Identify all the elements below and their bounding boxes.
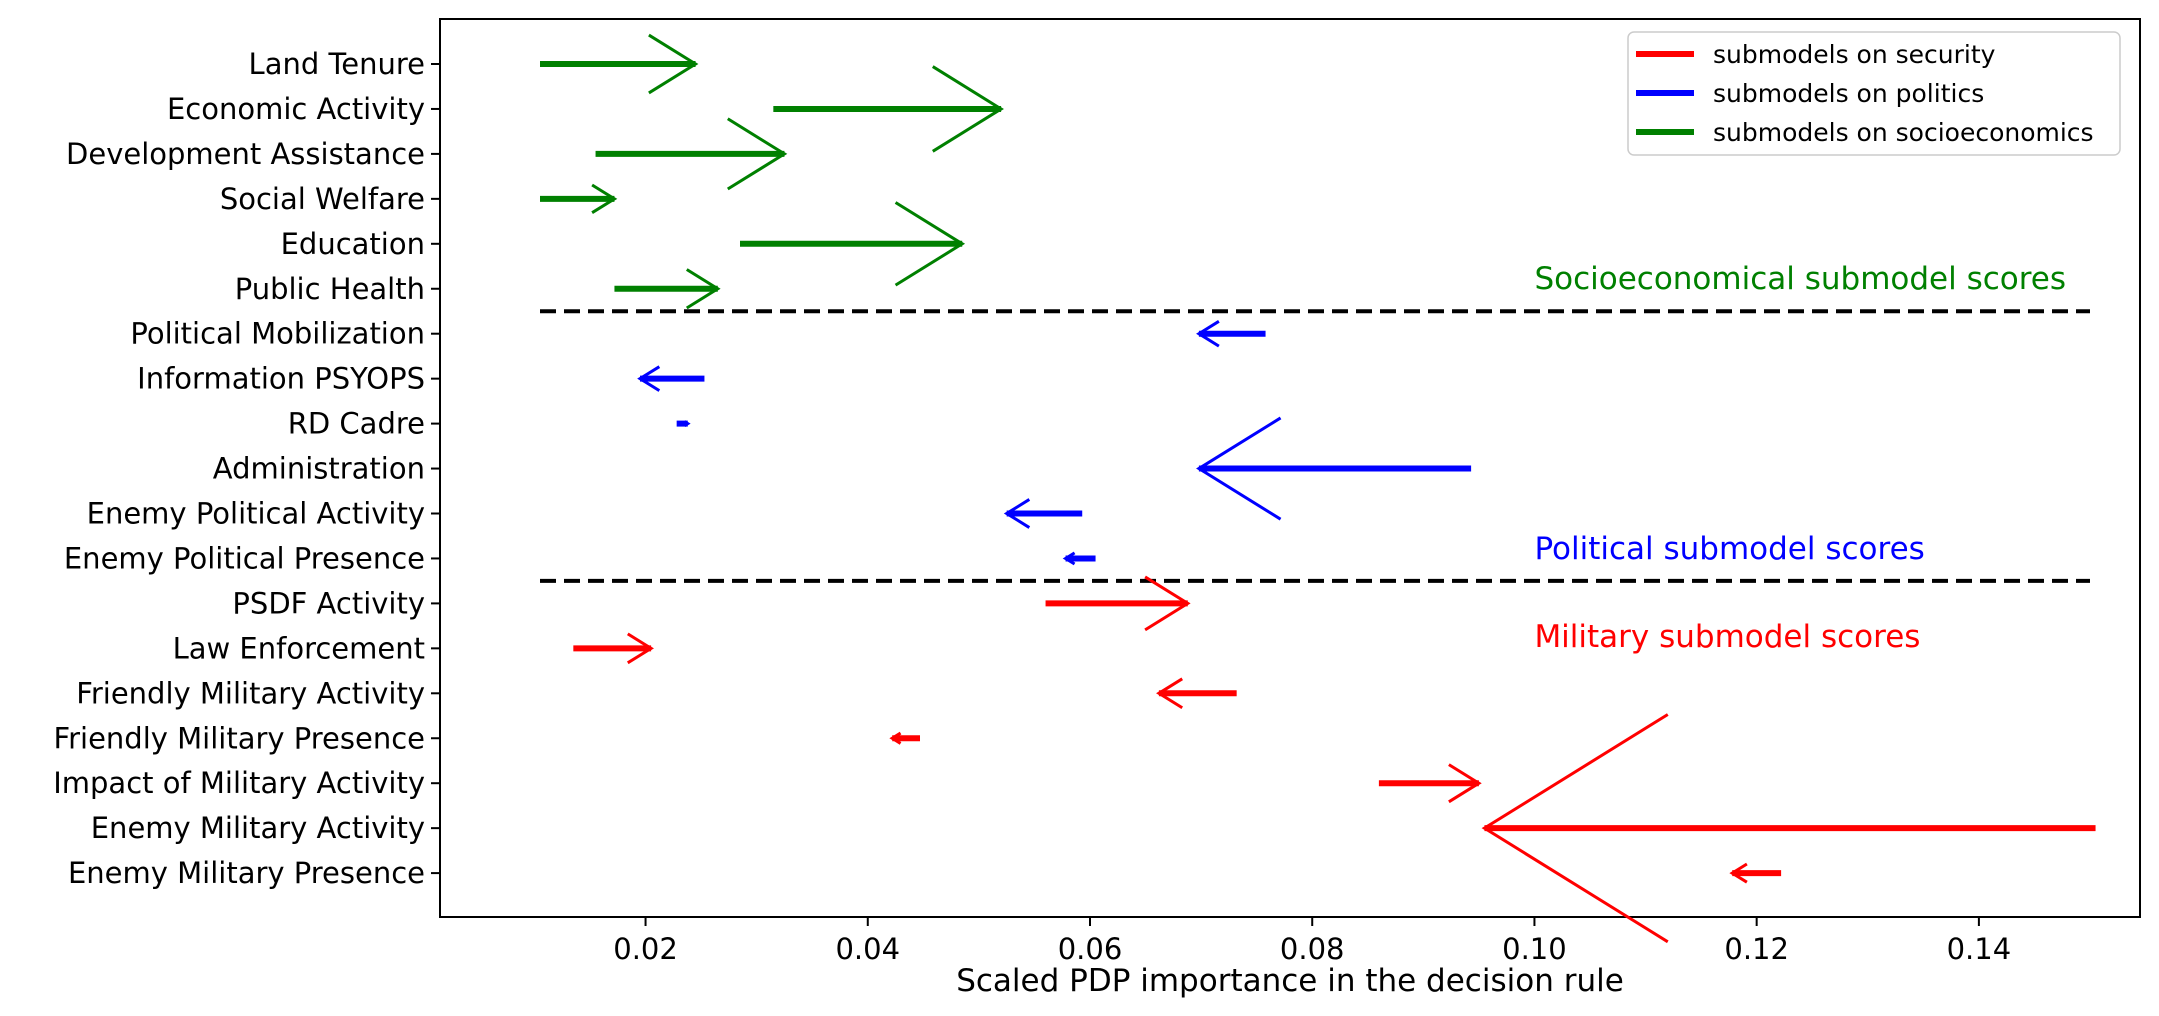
arrow-enemy-political-activity	[1003, 498, 1083, 529]
arrow-friendly-military-activity	[1156, 677, 1237, 710]
legend-label-security: submodels on security	[1713, 40, 1996, 69]
xtick-label-0: 0.02	[613, 932, 678, 966]
xtick-label-4: 0.10	[1502, 932, 1567, 966]
legend-box	[1627, 31, 2121, 156]
xtick-label-5: 0.12	[1724, 932, 1789, 966]
arrow-enemy-political-presence	[1062, 551, 1096, 566]
region-label-political: Political submodel scores	[1534, 531, 1924, 567]
region-labels: Socioeconomical submodel scores Politica…	[1534, 261, 2066, 655]
arrow-friendly-military-presence	[889, 731, 920, 745]
arrow-psdf-activity	[1045, 575, 1191, 632]
ytick-label-enemy-political-activity: Enemy Political Activity	[87, 497, 425, 531]
ytick-label-friendly-military-activity: Friendly Military Activity	[76, 676, 425, 710]
ytick-label-impact-of-military-activity: Impact of Military Activity	[53, 766, 425, 800]
ytick-label-public-health: Public Health	[235, 272, 425, 306]
arrow-rd-cadre	[676, 420, 691, 427]
region-label-socioeconomic: Socioeconomical submodel scores	[1534, 261, 2066, 297]
x-axis: 0.02 0.04 0.06 0.08 0.10 0.12 0.14	[613, 917, 2011, 966]
ytick-label-enemy-military-presence: Enemy Military Presence	[68, 856, 425, 890]
xtick-label-6: 0.14	[1947, 932, 2012, 966]
arrow-law-enforcement	[573, 632, 654, 665]
arrow-enemy-military-activity	[1481, 713, 2096, 944]
ytick-label-friendly-military-presence: Friendly Military Presence	[54, 721, 425, 755]
arrow-political-mobilization	[1196, 320, 1266, 348]
arrow-land-tenure	[540, 33, 699, 95]
y-axis: Land Tenure Economic Activity Development …	[53, 47, 440, 890]
ytick-label-administration: Administration	[213, 452, 425, 486]
xtick-label-2: 0.06	[1058, 932, 1123, 966]
ytick-label-psdf-activity: PSDF Activity	[232, 586, 425, 620]
arrow-social-welfare	[540, 183, 618, 214]
ytick-label-social-welfare: Social Welfare	[220, 182, 425, 216]
arrow-information-psyops	[637, 365, 705, 392]
arrow-administration	[1196, 416, 1472, 521]
ytick-label-economic-activity: Economic Activity	[167, 92, 425, 126]
ytick-label-education: Education	[281, 227, 425, 261]
x-axis-label: Scaled PDP importance in the decision ru…	[956, 963, 1624, 999]
ytick-label-enemy-military-activity: Enemy Military Activity	[91, 811, 425, 845]
xtick-label-1: 0.04	[835, 932, 900, 966]
ytick-label-information-psyops: Information PSYOPS	[137, 362, 425, 396]
arrow-impact-of-military-activity	[1378, 763, 1482, 804]
ytick-label-political-mobilization: Political Mobilization	[130, 317, 425, 351]
ytick-label-rd-cadre: RD Cadre	[288, 407, 425, 441]
separators	[540, 309, 2090, 583]
arrow-economic-activity	[773, 65, 1004, 153]
arrow-development-assistance	[595, 117, 788, 191]
xtick-label-3: 0.08	[1280, 932, 1345, 966]
region-label-military: Military submodel scores	[1534, 619, 1920, 655]
ytick-label-law-enforcement: Law Enforcement	[173, 631, 425, 665]
arrows	[540, 33, 2096, 944]
legend-label-politics: submodels on politics	[1713, 79, 1984, 108]
arrow-public-health	[614, 268, 721, 310]
ytick-label-land-tenure: Land Tenure	[249, 47, 425, 81]
arrow-enemy-military-presence	[1729, 862, 1782, 884]
ytick-label-development-assistance: Development Assistance	[66, 137, 425, 171]
legend: submodels on security submodels on polit…	[1627, 31, 2121, 156]
ytick-label-enemy-political-presence: Enemy Political Presence	[64, 541, 425, 575]
arrow-education	[740, 201, 966, 287]
legend-label-socioeconomics: submodels on socioeconomics	[1713, 118, 2094, 147]
